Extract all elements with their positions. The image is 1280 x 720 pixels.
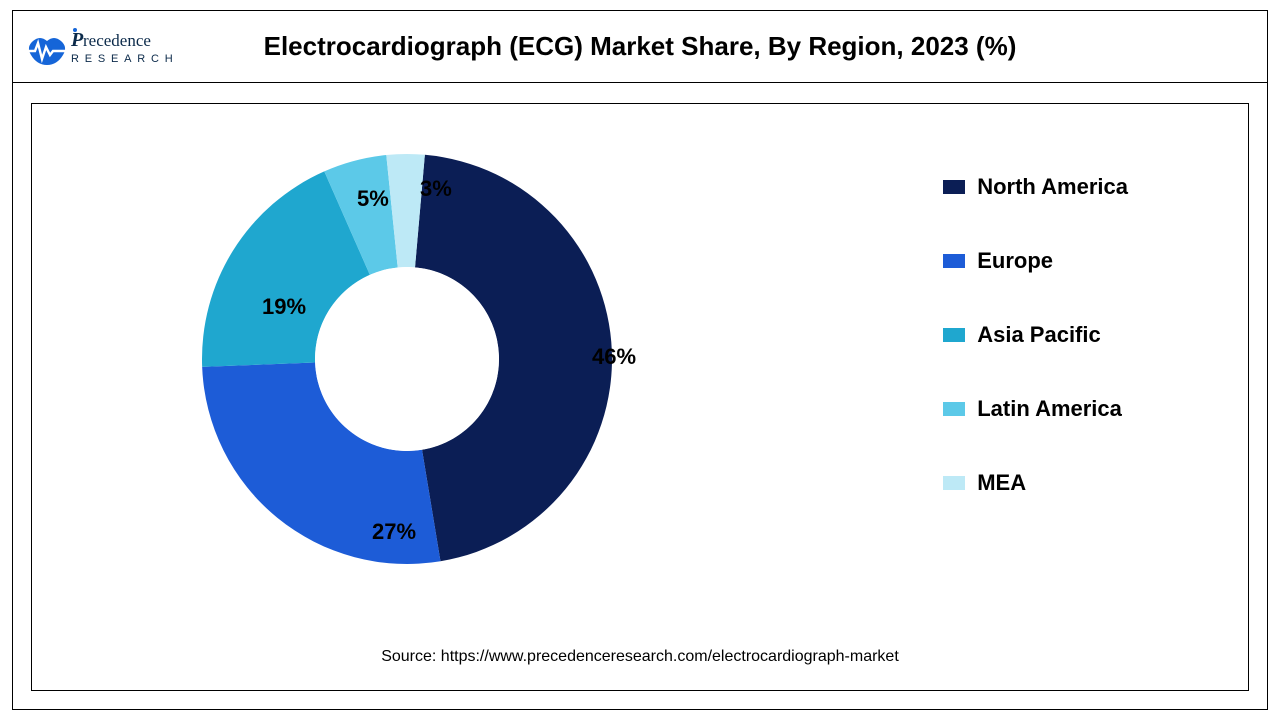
- outer-frame: P recedence RESEARCH Electrocardiograph …: [12, 10, 1268, 710]
- legend-item-mea: MEA: [943, 470, 1128, 496]
- svg-text:P: P: [70, 29, 84, 51]
- legend-item-latin-america: Latin America: [943, 396, 1128, 422]
- legend-swatch: [943, 476, 965, 490]
- legend-label: North America: [977, 174, 1128, 200]
- svg-text:recedence: recedence: [83, 31, 151, 50]
- legend-swatch: [943, 254, 965, 268]
- slice-label-latin-america: 5%: [357, 186, 389, 212]
- slice-label-europe: 27%: [372, 519, 416, 545]
- slice-label-asia-pacific: 19%: [262, 294, 306, 320]
- legend-swatch: [943, 180, 965, 194]
- legend: North America Europe Asia Pacific Latin Ame…: [943, 174, 1128, 496]
- legend-swatch: [943, 402, 965, 416]
- legend-item-north-america: North America: [943, 174, 1128, 200]
- legend-label: MEA: [977, 470, 1026, 496]
- legend-item-asia-pacific: Asia Pacific: [943, 322, 1128, 348]
- legend-label: Latin America: [977, 396, 1122, 422]
- donut-hole: [315, 267, 499, 451]
- svg-text:RESEARCH: RESEARCH: [71, 53, 179, 65]
- chart-panel: 46% 27% 19% 5% 3% North America Europe Asia Pa…: [31, 103, 1249, 691]
- slice-label-mea: 3%: [420, 176, 452, 202]
- donut-svg: [192, 144, 622, 574]
- legend-label: Asia Pacific: [977, 322, 1101, 348]
- slice-label-north-america: 46%: [592, 344, 636, 370]
- header-bar: P recedence RESEARCH Electrocardiograph …: [13, 11, 1267, 83]
- legend-label: Europe: [977, 248, 1053, 274]
- legend-item-europe: Europe: [943, 248, 1128, 274]
- source-text: Source: https://www.precedenceresearch.c…: [32, 648, 1248, 666]
- brand-logo: P recedence RESEARCH: [23, 25, 203, 69]
- legend-swatch: [943, 328, 965, 342]
- precedence-logo-icon: P recedence RESEARCH: [23, 25, 203, 69]
- donut-chart: 46%27%19%5%3%: [192, 144, 622, 574]
